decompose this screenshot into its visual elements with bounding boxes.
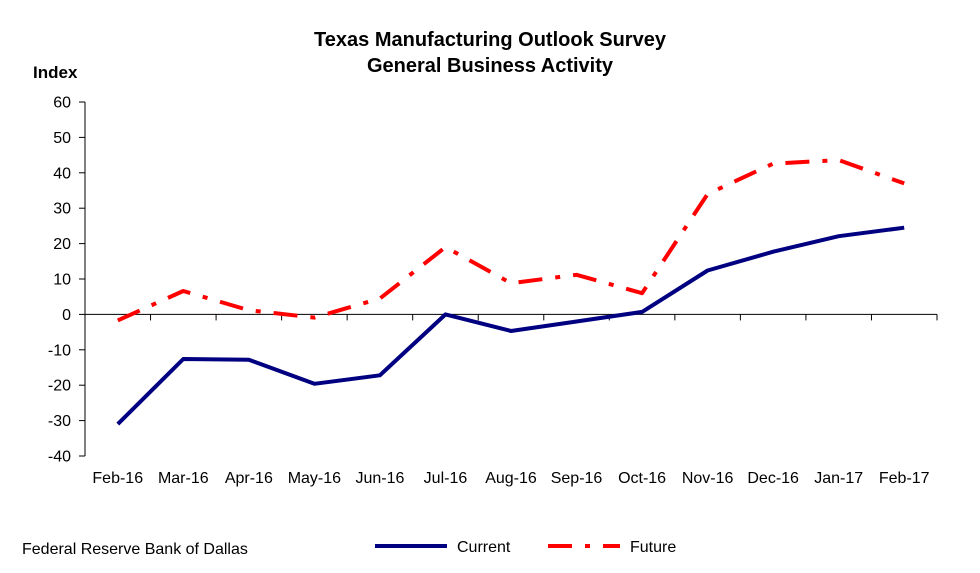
y-tick-label: 50 <box>53 130 71 147</box>
y-tick-label: 60 <box>53 95 71 112</box>
y-tick-label: -40 <box>48 449 71 466</box>
x-tick-label: Jun-16 <box>355 470 404 487</box>
axes: -40 -30 -20 -10 0 10 20 30 40 50 60 Feb-16 Mar-16 Apr… <box>48 95 938 487</box>
y-tick-label: 0 <box>62 307 71 324</box>
legend-label-future: Future <box>630 539 676 556</box>
y-tick-label: -10 <box>48 342 71 359</box>
x-tick-label: Apr-16 <box>225 470 273 487</box>
source-note: Federal Reserve Bank of Dallas <box>22 541 248 558</box>
series-line-current <box>116 225 905 426</box>
legend: Current Future <box>375 539 676 556</box>
x-tick-label: Feb-16 <box>92 470 143 487</box>
y-axis-label: Index <box>33 63 78 82</box>
x-tick-label: Jan-17 <box>814 470 863 487</box>
x-tick-label: May-16 <box>288 470 341 487</box>
x-tick-label: Sep-16 <box>551 470 603 487</box>
y-tick-label: 20 <box>53 236 71 253</box>
series-line-future <box>116 158 905 323</box>
y-tick-label: -20 <box>48 378 71 395</box>
x-tick-label: Mar-16 <box>158 470 209 487</box>
series-layer <box>116 158 905 426</box>
x-tick-label: Dec-16 <box>747 470 799 487</box>
x-tick-label: Jul-16 <box>424 470 468 487</box>
x-tick-label: Nov-16 <box>682 470 734 487</box>
chart-subtitle: General Business Activity <box>366 55 614 77</box>
y-tick-label: 40 <box>53 165 71 182</box>
y-tick-label: -30 <box>48 413 71 430</box>
x-tick-label: Oct-16 <box>618 470 666 487</box>
x-tick-label: Aug-16 <box>485 470 537 487</box>
legend-label-current: Current <box>457 539 511 556</box>
x-tick-label: Feb-17 <box>879 470 930 487</box>
chart-title: Texas Manufacturing Outlook Survey <box>314 29 666 51</box>
y-tick-label: 10 <box>53 272 71 289</box>
y-tick-label: 30 <box>53 201 71 218</box>
